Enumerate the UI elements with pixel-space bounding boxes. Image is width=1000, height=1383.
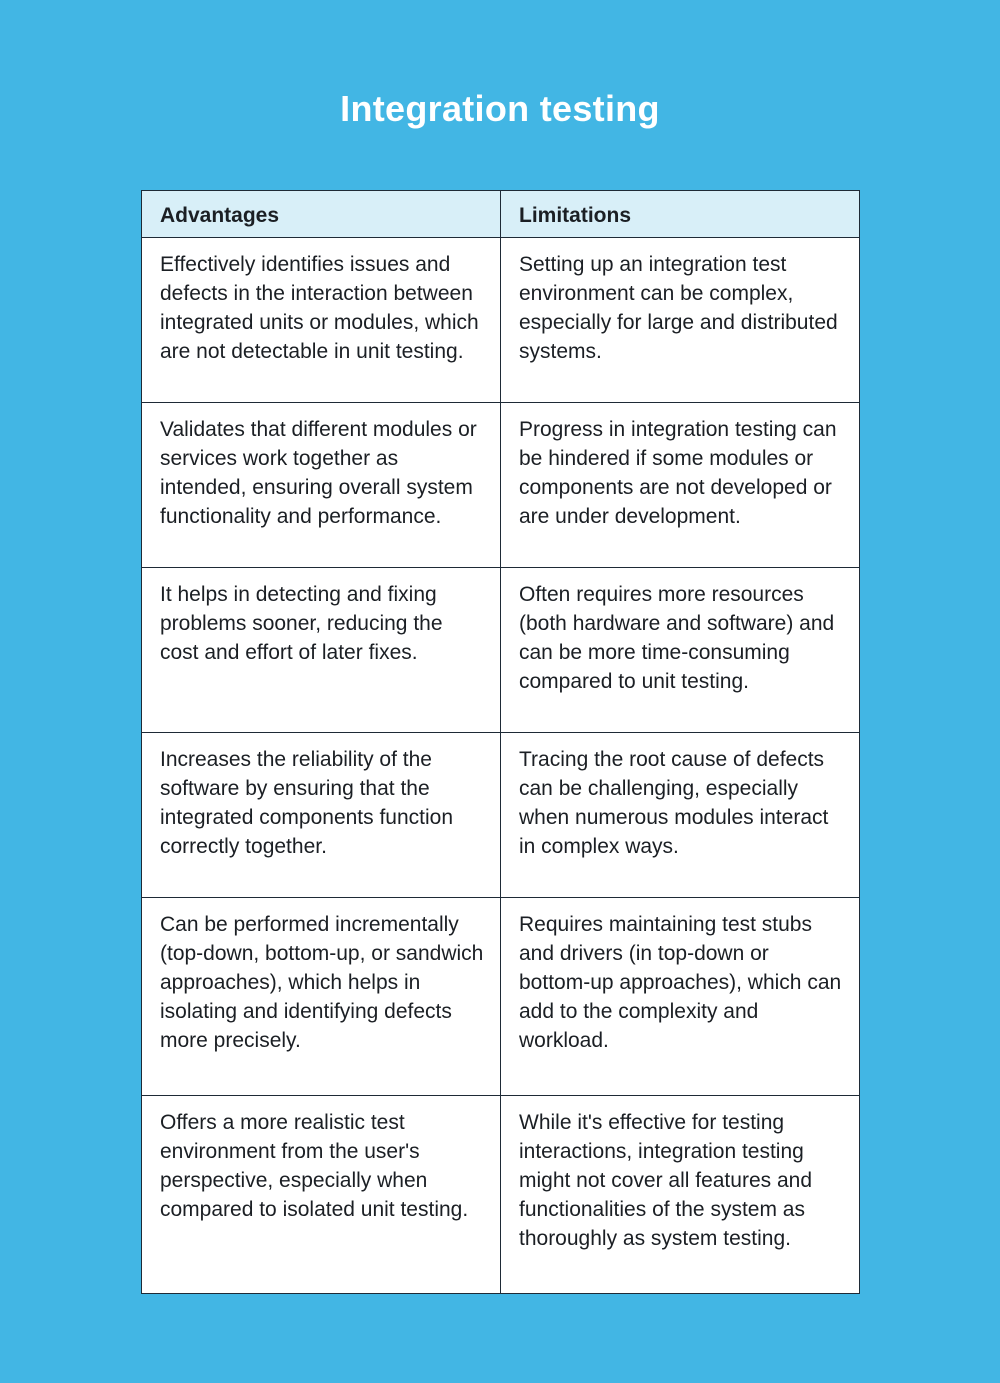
table-row: Increases the reliability of the softwar… xyxy=(141,732,860,898)
header-advantages: Advantages xyxy=(141,190,501,238)
table-row: Validates that different modules or serv… xyxy=(141,402,860,568)
advantage-cell: Effectively identifies issues and defect… xyxy=(141,237,501,403)
advantage-cell: Offers a more realistic test environment… xyxy=(141,1095,501,1294)
advantage-cell: It helps in detecting and fixing problem… xyxy=(141,567,501,733)
table-row: Effectively identifies issues and defect… xyxy=(141,237,860,403)
limitation-cell: Setting up an integration test environme… xyxy=(500,237,860,403)
advantage-cell: Can be performed incrementally (top-down… xyxy=(141,897,501,1096)
page-title: Integration testing xyxy=(340,88,660,129)
advantage-cell: Increases the reliability of the softwar… xyxy=(141,732,501,898)
limitation-cell: Requires maintaining test stubs and driv… xyxy=(500,897,860,1096)
table-row: Offers a more realistic test environment… xyxy=(141,1095,860,1294)
limitation-cell: Tracing the root cause of defects can be… xyxy=(500,732,860,898)
advantage-cell: Validates that different modules or serv… xyxy=(141,402,501,568)
header-limitations: Limitations xyxy=(500,190,860,238)
limitation-cell: While it's effective for testing interac… xyxy=(500,1095,860,1294)
comparison-table: Advantages Limitations Effectively ident… xyxy=(141,190,860,1294)
table-header-row: Advantages Limitations xyxy=(141,190,860,238)
limitation-cell: Often requires more resources (both hard… xyxy=(500,567,860,733)
table-row: It helps in detecting and fixing problem… xyxy=(141,567,860,733)
limitation-cell: Progress in integration testing can be h… xyxy=(500,402,860,568)
table-row: Can be performed incrementally (top-down… xyxy=(141,897,860,1096)
